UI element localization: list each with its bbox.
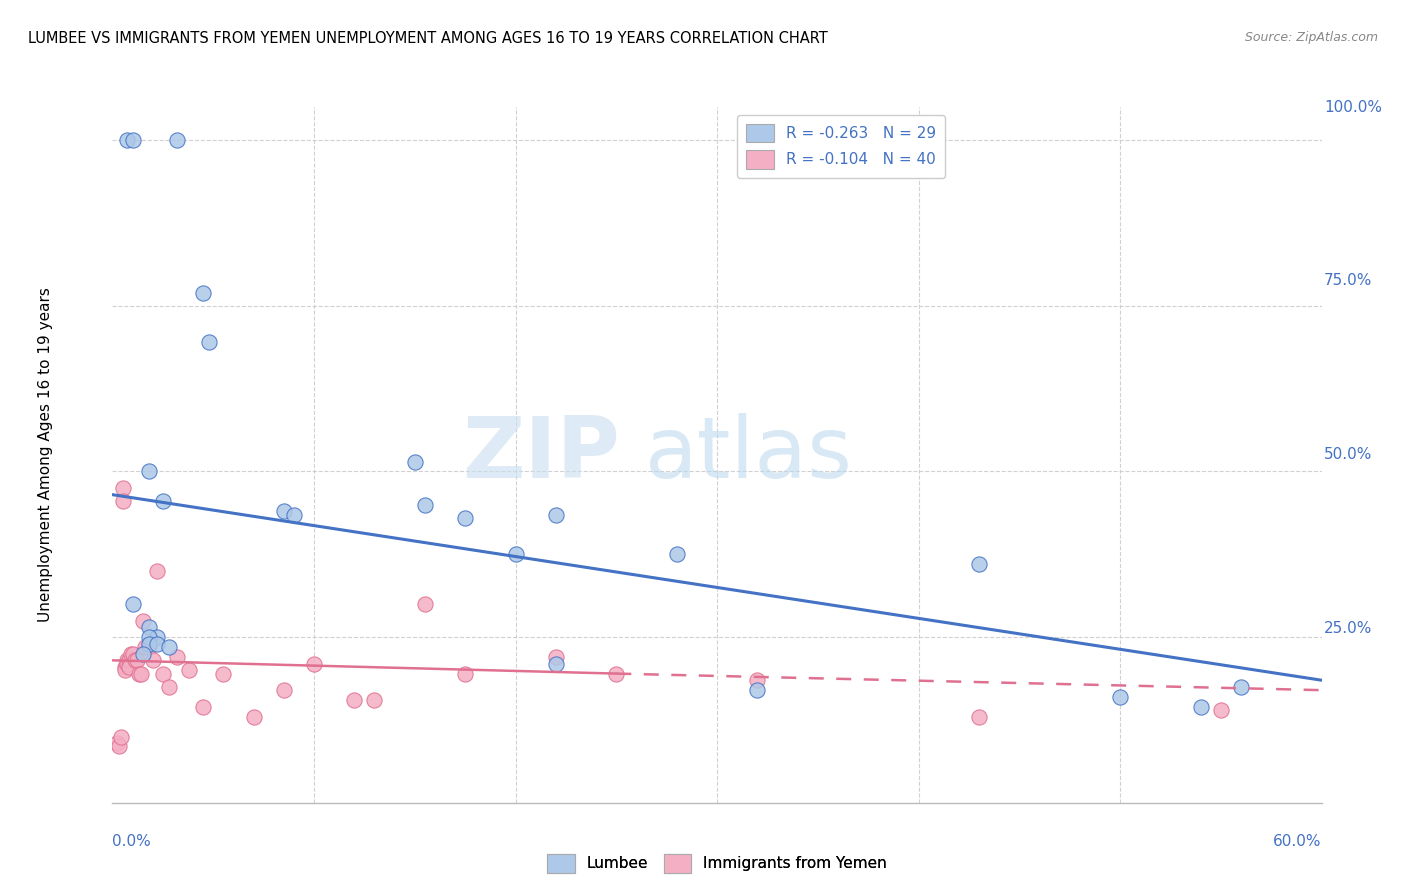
Point — [105, 736, 128, 750]
Point — [363, 693, 385, 707]
Point — [146, 637, 169, 651]
Point — [157, 640, 180, 654]
Point — [273, 504, 295, 518]
Point — [117, 660, 139, 674]
Point — [177, 663, 200, 677]
Point — [302, 657, 325, 671]
Point — [111, 481, 134, 495]
Point — [115, 653, 138, 667]
Point — [134, 640, 156, 654]
Point — [152, 666, 174, 681]
Point — [107, 739, 129, 754]
Point — [114, 660, 136, 674]
Point — [121, 647, 143, 661]
Point — [121, 133, 143, 147]
Point — [454, 666, 477, 681]
Point — [117, 653, 139, 667]
Text: 100.0%: 100.0% — [1324, 100, 1382, 114]
Point — [121, 597, 143, 611]
Point — [1109, 690, 1132, 704]
Point — [1209, 703, 1232, 717]
Point — [283, 508, 305, 522]
Point — [166, 650, 188, 665]
Point — [273, 683, 295, 698]
Point — [115, 657, 138, 671]
Point — [166, 133, 188, 147]
Point — [132, 614, 155, 628]
Text: 50.0%: 50.0% — [1324, 448, 1372, 462]
Text: Source: ZipAtlas.com: Source: ZipAtlas.com — [1244, 31, 1378, 45]
Point — [747, 673, 769, 688]
Point — [138, 640, 160, 654]
Point — [212, 666, 235, 681]
Text: LUMBEE VS IMMIGRANTS FROM YEMEN UNEMPLOYMENT AMONG AGES 16 TO 19 YEARS CORRELATI: LUMBEE VS IMMIGRANTS FROM YEMEN UNEMPLOY… — [28, 31, 828, 46]
Point — [198, 335, 221, 350]
Point — [505, 547, 527, 561]
Point — [128, 666, 150, 681]
Text: 25.0%: 25.0% — [1324, 622, 1372, 636]
Text: 60.0%: 60.0% — [1274, 834, 1322, 849]
Point — [343, 693, 366, 707]
Point — [124, 653, 146, 667]
Point — [967, 558, 990, 572]
Point — [132, 647, 155, 661]
Point — [413, 597, 436, 611]
Point — [404, 454, 426, 468]
Point — [138, 630, 160, 644]
Point — [138, 620, 160, 634]
Point — [747, 683, 769, 698]
Text: 75.0%: 75.0% — [1324, 274, 1372, 288]
Point — [111, 494, 134, 508]
Point — [146, 630, 169, 644]
Point — [1189, 699, 1212, 714]
Point — [413, 498, 436, 512]
Point — [110, 730, 132, 744]
Point — [544, 650, 567, 665]
Point — [1230, 680, 1253, 694]
Point — [665, 547, 688, 561]
Text: Unemployment Among Ages 16 to 19 years: Unemployment Among Ages 16 to 19 years — [38, 287, 53, 623]
Point — [138, 465, 160, 479]
Point — [152, 494, 174, 508]
Point — [125, 653, 148, 667]
Text: ZIP: ZIP — [463, 413, 620, 497]
Point — [120, 647, 142, 661]
Point — [146, 564, 169, 578]
Text: 0.0%: 0.0% — [112, 834, 152, 849]
Point — [129, 666, 152, 681]
Point — [454, 511, 477, 525]
Text: atlas: atlas — [644, 413, 852, 497]
Point — [157, 680, 180, 694]
Point — [605, 666, 627, 681]
Point — [242, 709, 264, 723]
Point — [114, 663, 136, 677]
Point — [544, 508, 567, 522]
Legend: Lumbee, Immigrants from Yemen: Lumbee, Immigrants from Yemen — [541, 847, 893, 879]
Point — [967, 709, 990, 723]
Point — [191, 699, 214, 714]
Point — [544, 657, 567, 671]
Point — [191, 285, 214, 300]
Point — [142, 653, 165, 667]
Point — [115, 133, 138, 147]
Point — [138, 637, 160, 651]
